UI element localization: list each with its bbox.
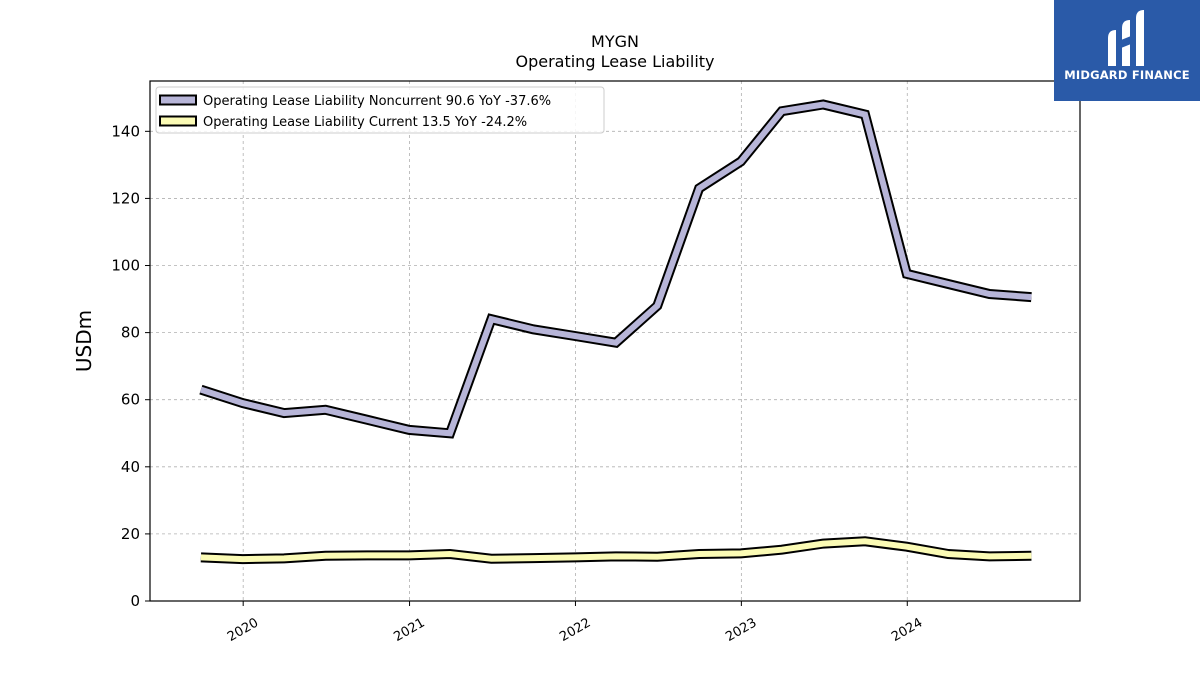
series-lines bbox=[199, 99, 1032, 565]
legend: Operating Lease Liability Noncurrent 90.… bbox=[155, 86, 605, 134]
y-axis-label: USDm bbox=[72, 310, 96, 372]
y-axis-ticks: 0 20 40 60 80 100 120 140 bbox=[111, 122, 150, 610]
series-line bbox=[200, 538, 1032, 563]
plot-area-frame bbox=[149, 80, 1081, 602]
chart-subtitle: Operating Lease Liability bbox=[515, 52, 714, 71]
y-tick-label: 40 bbox=[121, 458, 140, 476]
y-tick-label: 60 bbox=[121, 391, 140, 409]
y-tick-label: 140 bbox=[111, 122, 140, 140]
series-noncurrent bbox=[199, 99, 1032, 439]
legend-box bbox=[155, 86, 605, 134]
y-tick-label: 100 bbox=[111, 257, 140, 275]
x-tick-label: 2024 bbox=[889, 615, 925, 645]
logo-mark-icon bbox=[1108, 10, 1144, 66]
x-tick-label: 2021 bbox=[391, 615, 427, 645]
y-tick-label: 0 bbox=[130, 592, 140, 610]
series-current bbox=[200, 536, 1032, 565]
legend-label: Operating Lease Liability Current 13.5 Y… bbox=[203, 115, 527, 130]
legend-swatch bbox=[159, 94, 197, 106]
chart-title: MYGN bbox=[591, 32, 639, 51]
x-tick-label: 2020 bbox=[225, 615, 261, 645]
x-tick-label: 2023 bbox=[723, 615, 759, 645]
x-axis-ticks: 2020 2021 2022 2023 2024 bbox=[225, 601, 925, 645]
brand-logo: MIDGARD FINANCE bbox=[1054, 0, 1200, 101]
grid bbox=[150, 81, 1080, 601]
y-tick-label: 20 bbox=[121, 525, 140, 543]
y-tick-label: 80 bbox=[121, 324, 140, 342]
legend-swatch bbox=[159, 115, 197, 127]
y-tick-label: 120 bbox=[111, 189, 140, 207]
legend-label: Operating Lease Liability Noncurrent 90.… bbox=[203, 94, 551, 109]
logo-text: MIDGARD FINANCE bbox=[1064, 68, 1190, 82]
x-tick-label: 2022 bbox=[557, 615, 593, 645]
series-line bbox=[199, 101, 1032, 437]
